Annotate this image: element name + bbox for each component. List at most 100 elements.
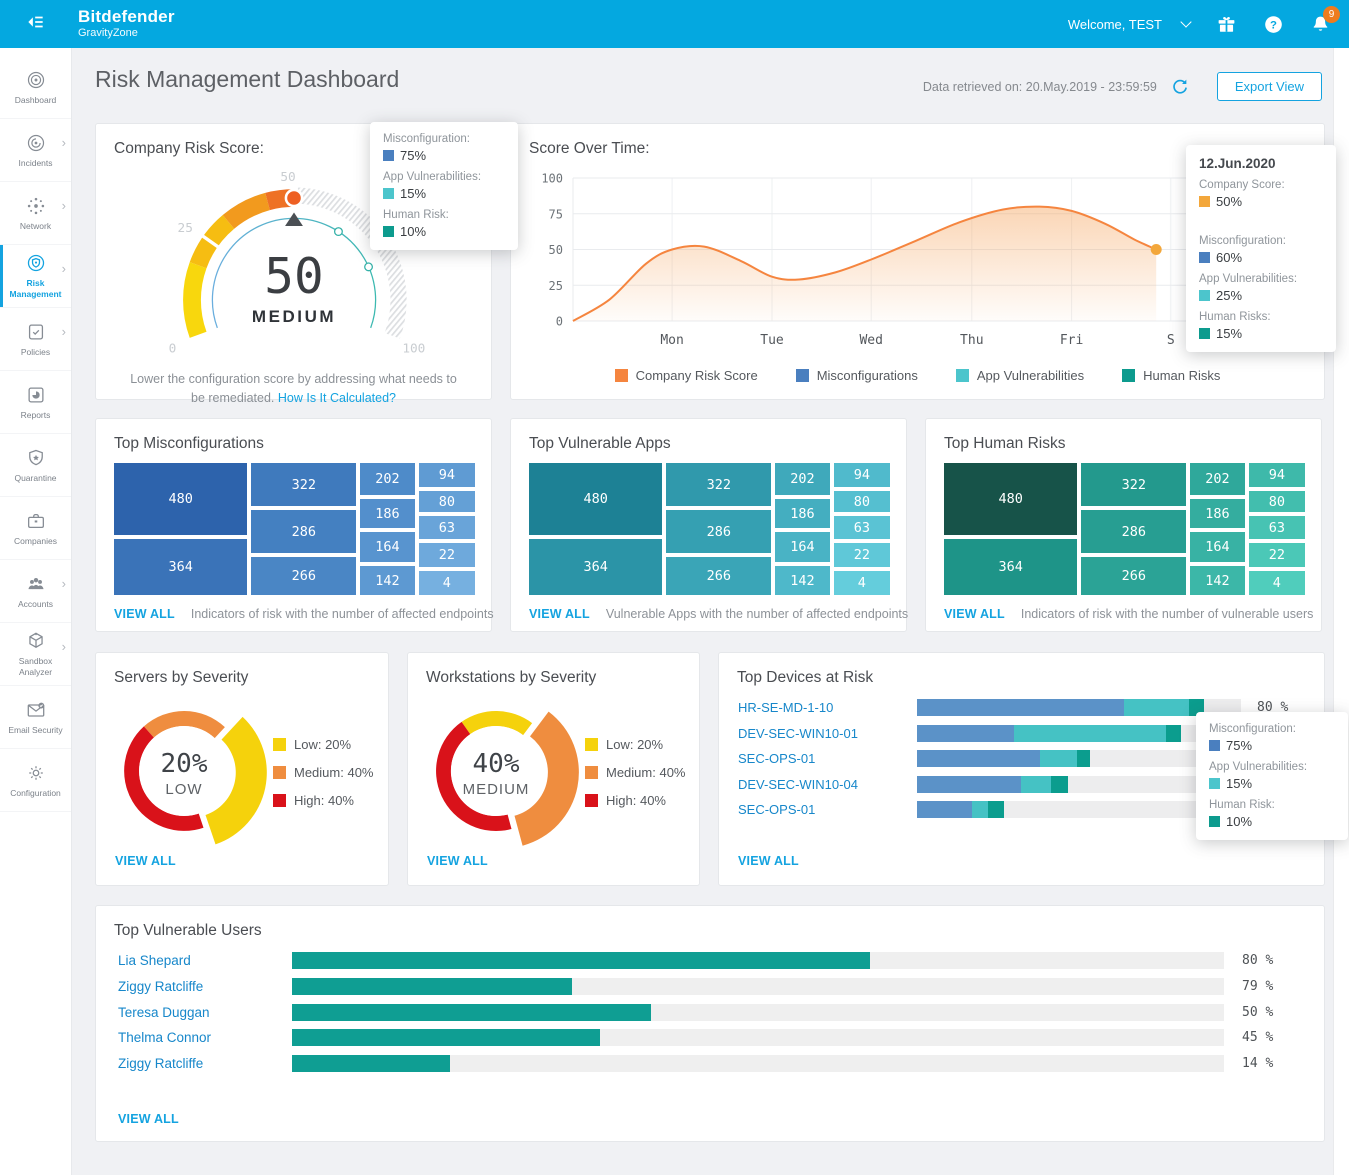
- workstations-severity-donut[interactable]: [412, 687, 612, 877]
- sidebar-collapse-button[interactable]: [0, 0, 72, 48]
- user-link[interactable]: Ziggy Ratcliffe: [118, 978, 204, 994]
- device-link[interactable]: DEV-SEC-WIN10-01: [738, 725, 858, 741]
- sidebar-item-companies[interactable]: Companies: [0, 497, 71, 560]
- device-link[interactable]: HR-SE-MD-1-10: [738, 700, 834, 715]
- treemap-cell[interactable]: 63: [833, 516, 890, 539]
- severity-slice-medium[interactable]: [143, 711, 225, 739]
- treemap-cell[interactable]: 266: [251, 557, 357, 595]
- how-is-it-calculated-link[interactable]: How Is It Calculated?: [277, 390, 396, 405]
- welcome-user-menu[interactable]: Welcome, TEST: [1067, 16, 1162, 32]
- treemap-cell[interactable]: 186: [775, 499, 830, 528]
- top-vulnerable-users-card: Top Vulnerable Users Lia Shepard 80 % Zigg…: [95, 905, 1325, 1142]
- treemap-cell[interactable]: 164: [1190, 532, 1245, 562]
- treemap-cell[interactable]: 80: [833, 491, 890, 512]
- treemap-cell[interactable]: 80: [1248, 491, 1305, 512]
- export-view-button[interactable]: Export View: [1216, 72, 1322, 101]
- view-all-link[interactable]: VIEW ALL: [427, 854, 488, 868]
- treemap-cell[interactable]: 286: [251, 510, 357, 553]
- sidebar-item-sandbox-analyzer[interactable]: Sandbox Analyzer ›: [0, 623, 71, 686]
- score-over-time-chart[interactable]: 0 25 50 75 100 Mon Tue Wed Thu Fri S: [527, 166, 1310, 356]
- treemap-cell[interactable]: 142: [775, 566, 830, 595]
- treemap-cell[interactable]: 94: [418, 463, 475, 487]
- treemap-cell[interactable]: 480: [529, 463, 663, 535]
- treemap-cell[interactable]: 4: [1248, 571, 1305, 595]
- device-link[interactable]: SEC-OPS-01: [738, 802, 816, 817]
- treemap-cell[interactable]: 186: [1190, 499, 1245, 528]
- treemap-cell[interactable]: 94: [833, 463, 890, 487]
- treemap-cell[interactable]: 186: [360, 499, 415, 528]
- treemap-cell[interactable]: 322: [251, 463, 357, 506]
- treemap-cell[interactable]: 63: [418, 516, 475, 539]
- scrollbar-track[interactable]: [1333, 48, 1349, 1175]
- sidebar-item-policies[interactable]: Policies ›: [0, 308, 71, 371]
- treemap-cell[interactable]: 202: [1190, 463, 1245, 495]
- configuration-icon: [25, 762, 47, 784]
- treemap-cell[interactable]: 164: [775, 532, 830, 562]
- treemap-cell[interactable]: 80: [418, 491, 475, 512]
- user-link[interactable]: Thelma Connor: [118, 1030, 212, 1046]
- treemap-cell[interactable]: 322: [666, 463, 772, 506]
- treemap-cell[interactable]: 22: [1248, 543, 1305, 567]
- help-icon[interactable]: ?: [1263, 14, 1284, 35]
- treemap-cell[interactable]: 142: [360, 566, 415, 595]
- treemap-cell[interactable]: 322: [1081, 463, 1187, 506]
- refresh-icon[interactable]: [1170, 77, 1190, 97]
- treemap-cell[interactable]: 164: [360, 532, 415, 562]
- donut-hole: [451, 726, 541, 816]
- treemap-cell[interactable]: 202: [360, 463, 415, 495]
- treemap-cell[interactable]: 63: [1248, 516, 1305, 539]
- sidebar-item-incidents[interactable]: Incidents ›: [0, 119, 71, 182]
- sidebar-item-configuration[interactable]: Configuration: [0, 749, 71, 812]
- severity-slice-low[interactable]: [461, 711, 533, 736]
- sidebar-item-email-security[interactable]: Email Security: [0, 686, 71, 749]
- user-link[interactable]: Ziggy Ratcliffe: [118, 1056, 204, 1072]
- sidebar-item-quarantine[interactable]: Quarantine: [0, 434, 71, 497]
- user-link[interactable]: Teresa Duggan: [118, 1004, 210, 1020]
- view-all-link[interactable]: VIEW ALL: [118, 1112, 179, 1126]
- notifications-bell-icon[interactable]: 9: [1310, 5, 1340, 35]
- user-risk-percent: 45 %: [1242, 1030, 1274, 1046]
- device-link[interactable]: SEC-OPS-01: [738, 751, 816, 766]
- sidebar-item-reports[interactable]: Reports: [0, 371, 71, 434]
- treemap-cell[interactable]: 4: [418, 571, 475, 595]
- treemap-cell[interactable]: 142: [1190, 566, 1245, 595]
- treemap-cell[interactable]: 4: [833, 571, 890, 595]
- view-all-link[interactable]: VIEW ALL: [114, 607, 175, 621]
- treemap-cell[interactable]: 364: [529, 539, 663, 595]
- treemap-cell[interactable]: 480: [114, 463, 248, 535]
- treemap-cell[interactable]: 22: [418, 543, 475, 567]
- severity-slice-high[interactable]: [124, 726, 204, 831]
- servers-severity-donut[interactable]: [100, 687, 300, 877]
- severity-slice-medium[interactable]: [514, 711, 579, 846]
- treemap-cell[interactable]: 364: [114, 539, 248, 595]
- treemap-column: 94 80 63 22 4: [418, 463, 475, 595]
- treemap-cell[interactable]: 94: [1248, 463, 1305, 487]
- treemap-cell[interactable]: 286: [1081, 510, 1187, 553]
- severity-slice-low[interactable]: [205, 716, 267, 845]
- treemap-cell[interactable]: 22: [833, 543, 890, 567]
- severity-slice-high[interactable]: [436, 721, 512, 832]
- treemap-cell[interactable]: 266: [1081, 557, 1187, 595]
- sidebar-item-dashboard[interactable]: Dashboard: [0, 56, 71, 119]
- legend-swatch: [614, 369, 628, 382]
- sidebar-item-accounts[interactable]: Accounts ›: [0, 560, 71, 623]
- sidebar-item-risk-management[interactable]: Risk Management ›: [0, 245, 71, 308]
- view-all-link[interactable]: VIEW ALL: [529, 607, 590, 621]
- view-all-link[interactable]: VIEW ALL: [115, 854, 176, 868]
- chevron-down-icon[interactable]: [1180, 16, 1192, 28]
- legend-item: Misconfigurations: [795, 368, 918, 383]
- treemap-cell[interactable]: 286: [666, 510, 772, 553]
- treemap-cell[interactable]: 364: [944, 539, 1078, 595]
- user-link[interactable]: Lia Shepard: [118, 953, 191, 968]
- view-all-link[interactable]: VIEW ALL: [944, 607, 1005, 621]
- legend-swatch: [955, 369, 969, 382]
- legend-swatch: [273, 766, 286, 779]
- view-all-link[interactable]: VIEW ALL: [738, 854, 799, 868]
- sidebar-item-network[interactable]: Network ›: [0, 182, 71, 245]
- card-title: Top Misconfigurations: [114, 435, 264, 452]
- device-link[interactable]: DEV-SEC-WIN10-04: [738, 776, 858, 792]
- treemap-cell[interactable]: 480: [944, 463, 1078, 535]
- treemap-cell[interactable]: 266: [666, 557, 772, 595]
- gift-icon[interactable]: [1216, 14, 1237, 35]
- treemap-cell[interactable]: 202: [775, 463, 830, 495]
